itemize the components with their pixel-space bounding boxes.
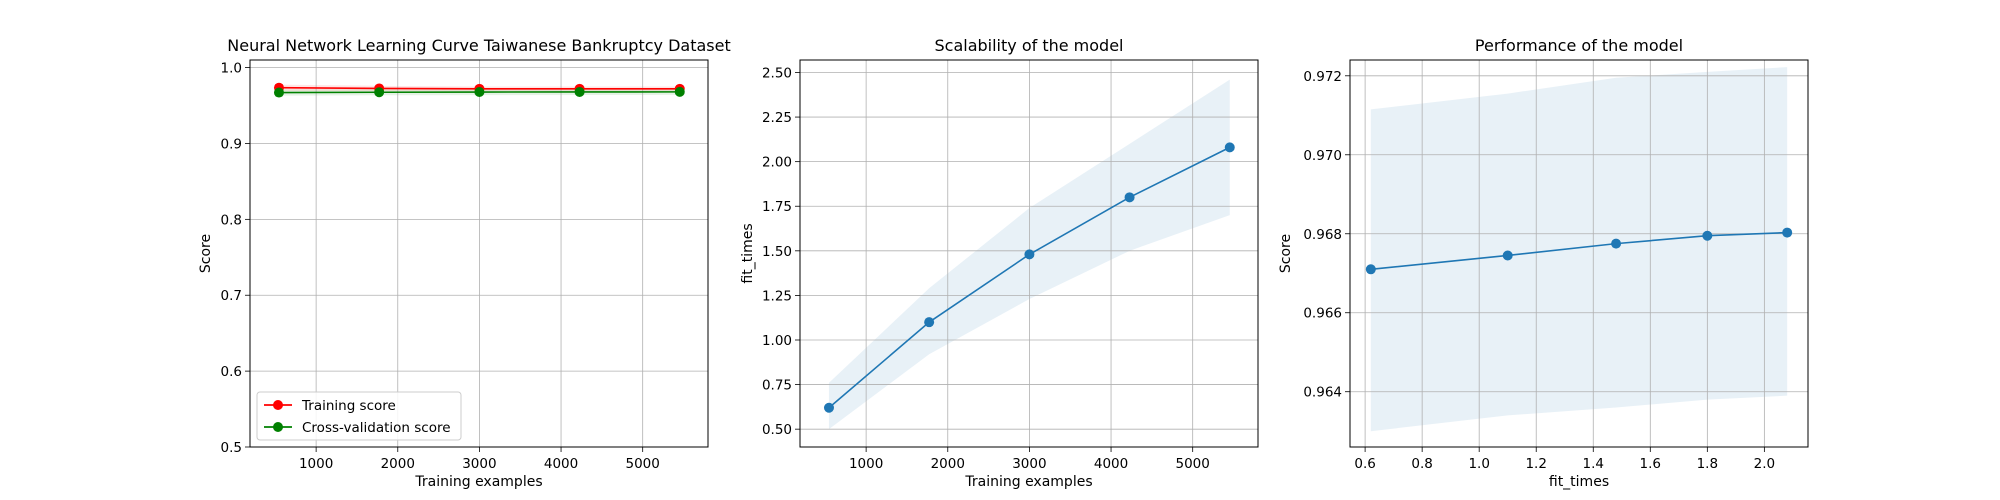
learning-curve-series-1-point — [374, 87, 385, 98]
learning-curve-series-1-point — [574, 86, 585, 97]
learning-curve-series-1-point — [474, 87, 485, 98]
legend-cv-label: Cross-validation score — [302, 420, 451, 436]
learning-curve-y-tick-label: 0.9 — [221, 136, 242, 152]
legend-training-label: Training score — [301, 398, 396, 414]
performance-series-0-point — [1782, 227, 1793, 238]
learning-curve-x-tick-label: 4000 — [544, 456, 578, 472]
legend-training-marker — [273, 400, 283, 410]
scalability-x-tick-label: 2000 — [931, 456, 965, 472]
scalability-series-0-point — [1124, 192, 1135, 203]
scalability-ylabel: fit_times — [740, 223, 756, 283]
scalability-series-0-point — [1224, 142, 1235, 153]
performance-series-0-point — [1365, 264, 1376, 275]
learning-curve-y-tick-label: 1.0 — [221, 61, 242, 77]
performance-x-tick-label: 1.0 — [1468, 456, 1489, 472]
learning-curve-legend: Training score Cross-validation score — [256, 391, 462, 441]
learning-curve-x-tick-label: 3000 — [462, 456, 496, 472]
learning-curve-y-tick-label: 0.6 — [221, 364, 242, 380]
performance-series-0-band — [1370, 67, 1788, 432]
learning-curve-x-tick-label: 1000 — [299, 456, 333, 472]
performance-title: Performance of the model — [1475, 36, 1683, 55]
scalability-x-tick-label: 3000 — [1012, 456, 1046, 472]
performance-x-tick-label: 1.2 — [1525, 456, 1546, 472]
scalability-panel: 1000 2000 3000 4000 5000 0.50 0.75 1.00 1.25 1.50… — [740, 36, 1259, 490]
performance-x-tick-label: 2.0 — [1754, 456, 1775, 472]
performance-ylabel: Score — [1278, 234, 1294, 273]
legend-box — [256, 391, 462, 441]
performance-xlabel: fit_times — [1549, 474, 1609, 490]
performance-series-0-point — [1611, 238, 1622, 249]
performance-y-tick-label: 0.964 — [1303, 385, 1342, 401]
scalability-y-tick-label: 1.00 — [762, 333, 792, 349]
performance-y-tick-label: 0.968 — [1303, 227, 1342, 243]
scalability-y-tick-label: 1.25 — [762, 288, 792, 304]
performance-x-tick-label: 0.6 — [1354, 456, 1375, 472]
scalability-x-tick-label: 4000 — [1094, 456, 1128, 472]
performance-axes-frame — [1349, 59, 1809, 448]
performance-panel: 0.6 0.8 1.0 1.2 1.4 1.6 1.8 2.0 0.964 0.966 0.968 0… — [1278, 36, 1809, 490]
learning-curve-x-tick-label: 2000 — [381, 456, 415, 472]
scalability-y-tick-label: 2.00 — [762, 155, 792, 171]
scalability-y-tick-label: 2.50 — [762, 65, 792, 81]
performance-x-tick-label: 1.6 — [1640, 456, 1661, 472]
performance-x-tick-label: 1.4 — [1583, 456, 1604, 472]
learning-curve-panel: 1000 2000 3000 4000 5000 0.5 0.6 0.7 0.8 0.9 1.0 N… — [198, 36, 731, 490]
learning-curve-series-1-point — [273, 87, 284, 98]
learning-curve-y-tick-label: 0.7 — [221, 288, 242, 304]
scalability-series-0-point — [924, 317, 935, 328]
learning-curve-xlabel: Training examples — [414, 474, 542, 490]
performance-series-0-point — [1702, 230, 1713, 241]
learning-curve-x-tick-label: 5000 — [626, 456, 660, 472]
scalability-y-tick-label: 0.75 — [762, 378, 792, 394]
performance-x-tick-label: 0.8 — [1411, 456, 1432, 472]
learning-curve-y-tick-label: 0.5 — [221, 440, 242, 456]
scalability-axes-frame — [799, 59, 1259, 448]
learning-curve-axes-frame — [249, 59, 709, 448]
scalability-xlabel: Training examples — [964, 474, 1092, 490]
learning-curve-series-1-point — [674, 86, 685, 97]
performance-series-0-point — [1502, 250, 1513, 261]
learning-curve-title: Neural Network Learning Curve Taiwanese … — [227, 36, 730, 55]
scalability-y-tick-label: 2.25 — [762, 110, 792, 126]
scalability-series-0-point — [1024, 249, 1035, 260]
performance-y-tick-label: 0.970 — [1303, 148, 1342, 164]
performance-x-tick-label: 1.8 — [1697, 456, 1718, 472]
scalability-y-tick-label: 1.75 — [762, 199, 792, 215]
scalability-title: Scalability of the model — [935, 36, 1124, 55]
performance-y-tick-label: 0.972 — [1303, 69, 1342, 85]
learning-curve-ylabel: Score — [198, 234, 214, 273]
performance-y-tick-label: 0.966 — [1303, 306, 1342, 322]
scalability-series-0-point — [823, 402, 834, 413]
learning-curve-y-tick-label: 0.8 — [221, 212, 242, 228]
legend-cv-marker — [273, 422, 283, 432]
scalability-y-tick-label: 1.50 — [762, 244, 792, 260]
scalability-y-tick-label: 0.50 — [762, 422, 792, 438]
scalability-x-tick-label: 1000 — [849, 456, 883, 472]
scalability-x-tick-label: 5000 — [1176, 456, 1210, 472]
